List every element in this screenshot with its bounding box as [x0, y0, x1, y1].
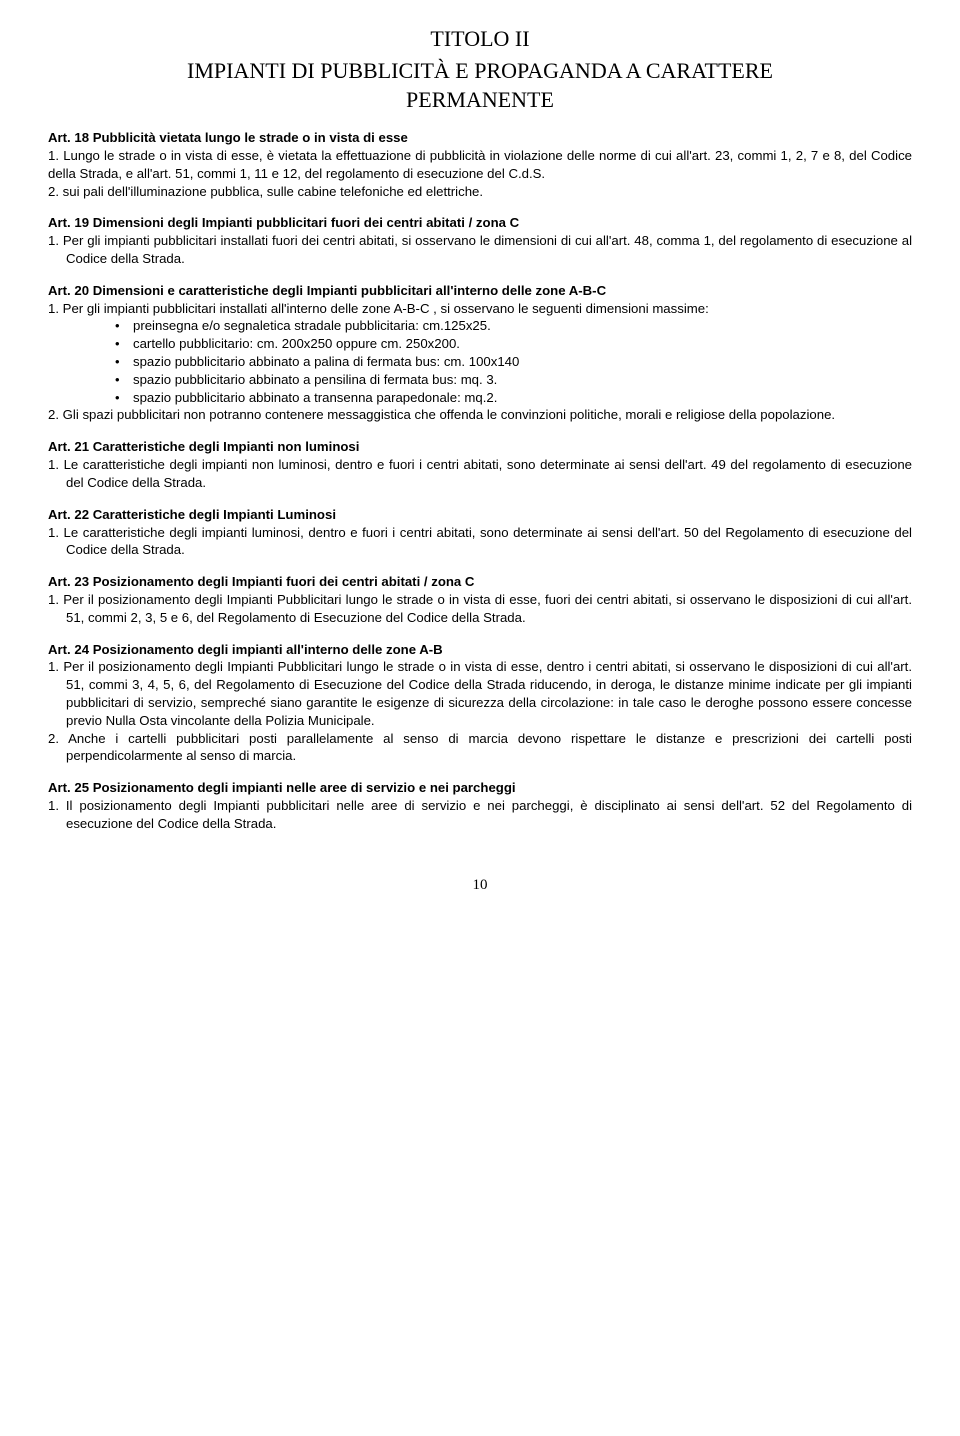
art22-p1: 1. Le caratteristiche degli impianti lum…	[48, 524, 912, 560]
art25-heading: Art. 25 Posizionamento degli impianti ne…	[48, 779, 912, 797]
art20-p1: 1. Per gli impianti pubblicitari install…	[48, 300, 912, 318]
art19-p1: 1. Per gli impianti pubblicitari install…	[48, 232, 912, 268]
art18-p1: 1. Lungo le strade o in vista di esse, è…	[48, 147, 912, 183]
title-line-1: TITOLO II	[48, 24, 912, 54]
title-line-3: PERMANENTE	[48, 85, 912, 115]
art20-bullet-4: spazio pubblicitario abbinato a transenn…	[133, 389, 912, 407]
art21-heading: Art. 21 Caratteristiche degli Impianti n…	[48, 438, 912, 456]
art20-bullet-1: cartello pubblicitario: cm. 200x250 oppu…	[133, 335, 912, 353]
art20-heading: Art. 20 Dimensioni e caratteristiche deg…	[48, 282, 912, 300]
art21-p1: 1. Le caratteristiche degli impianti non…	[48, 456, 912, 492]
art23-heading: Art. 23 Posizionamento degli Impianti fu…	[48, 573, 912, 591]
art18-heading: Art. 18 Pubblicità vietata lungo le stra…	[48, 129, 912, 147]
art24-p2: 2. Anche i cartelli pubblicitari posti p…	[48, 730, 912, 766]
art20-p2: 2. Gli spazi pubblicitari non potranno c…	[48, 406, 912, 424]
art18-p2: 2. sui pali dell'illuminazione pubblica,…	[48, 183, 912, 201]
art24-p1: 1. Per il posizionamento degli Impianti …	[48, 658, 912, 729]
title-line-2: IMPIANTI DI PUBBLICITÀ E PROPAGANDA A CA…	[48, 56, 912, 86]
art25-p1: 1. Il posizionamento degli Impianti pubb…	[48, 797, 912, 833]
art20-bullet-2: spazio pubblicitario abbinato a palina d…	[133, 353, 912, 371]
art23-p1: 1. Per il posizionamento degli Impianti …	[48, 591, 912, 627]
art20-bullet-3: spazio pubblicitario abbinato a pensilin…	[133, 371, 912, 389]
page-number: 10	[48, 875, 912, 895]
art20-bullets: preinsegna e/o segnaletica stradale pubb…	[48, 317, 912, 406]
art20-bullet-0: preinsegna e/o segnaletica stradale pubb…	[133, 317, 912, 335]
art19-heading: Art. 19 Dimensioni degli Impianti pubbli…	[48, 214, 912, 232]
art24-heading: Art. 24 Posizionamento degli impianti al…	[48, 641, 912, 659]
art22-heading: Art. 22 Caratteristiche degli Impianti L…	[48, 506, 912, 524]
